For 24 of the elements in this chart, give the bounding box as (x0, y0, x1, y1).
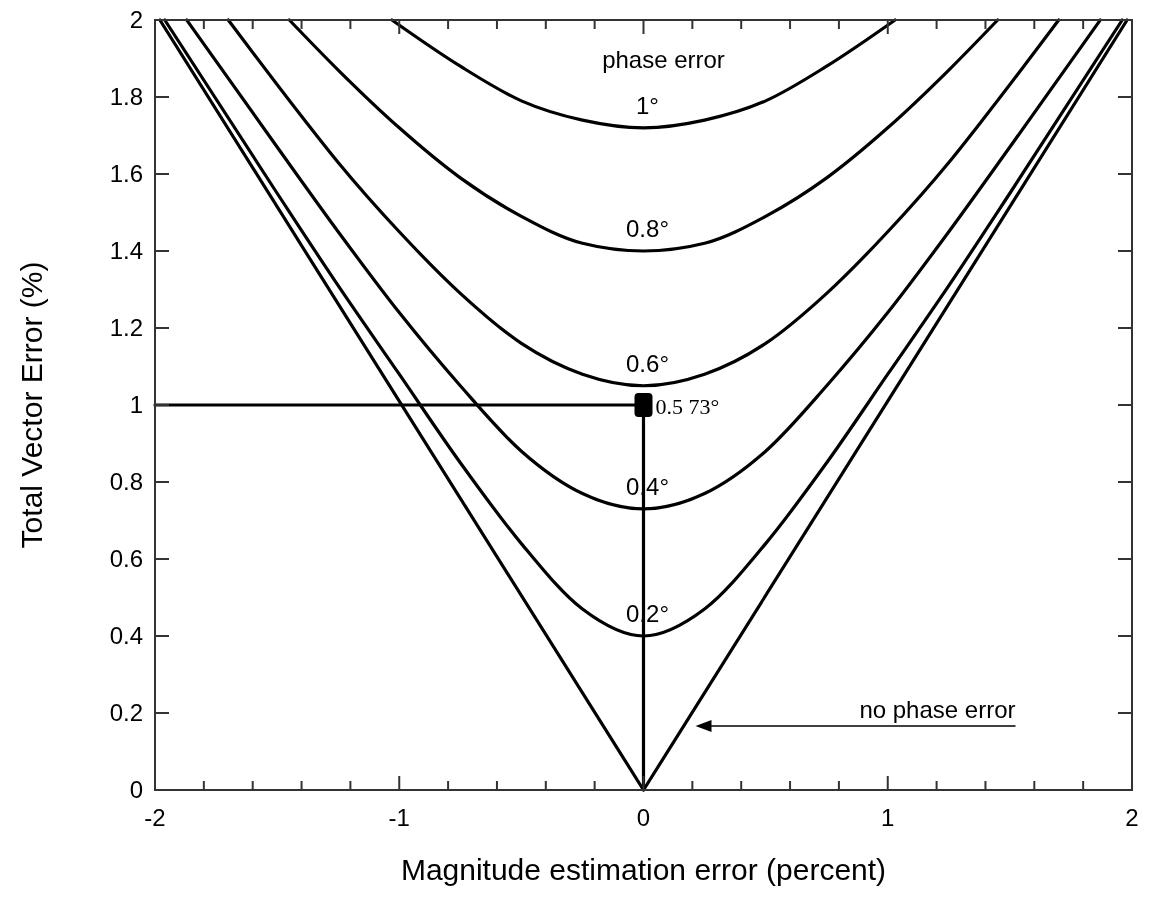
annotation: 0.5 73° (655, 394, 720, 419)
y-tick-label: 1.4 (109, 237, 143, 264)
x-tick-label: -1 (388, 804, 410, 831)
x-tick-label: 2 (1125, 804, 1139, 831)
y-tick-label: 1.8 (109, 83, 143, 110)
x-tick-label: 1 (881, 804, 895, 831)
annotation: no phase error (859, 696, 1016, 723)
y-tick-label: 2 (129, 6, 143, 33)
x-axis-title: Magnitude estimation error (percent) (400, 853, 887, 886)
annotation: phase error (602, 46, 725, 73)
x-tick-label: -2 (144, 804, 166, 831)
y-axis-title: Total Vector Error (%) (15, 261, 48, 549)
x-tick-label: 0 (636, 804, 651, 831)
y-tick-label: 0.4 (109, 622, 143, 649)
y-tick-label: 0.2 (109, 699, 143, 726)
series-label: 1° (636, 91, 659, 119)
y-tick-label: 1.2 (109, 314, 143, 341)
series-label: 0.8° (626, 215, 669, 242)
y-tick-label: 0.6 (109, 545, 143, 572)
y-tick-label: 1 (129, 391, 143, 418)
y-tick-label: 0 (129, 776, 143, 803)
series-label: 0.6° (626, 349, 669, 377)
y-tick-label: 0.8 (109, 468, 143, 495)
y-tick-label: 1.6 (109, 160, 143, 187)
